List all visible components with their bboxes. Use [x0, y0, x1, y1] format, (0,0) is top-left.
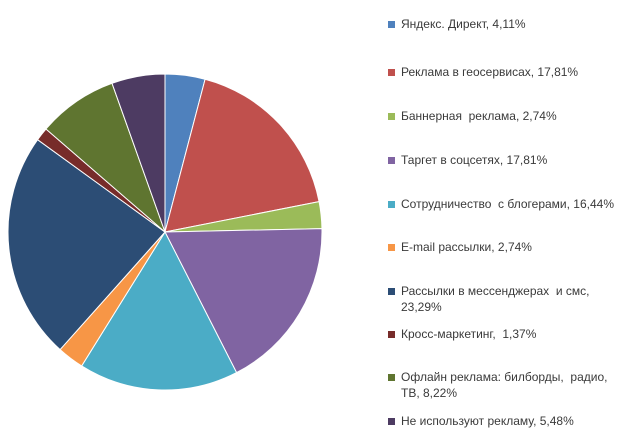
legend-label: Яндекс. Директ, 4,11%: [401, 17, 526, 31]
legend-item: Яндекс. Директ, 4,11%: [388, 16, 624, 32]
legend-item: Офлайн реклама: билборды, радио, ТВ, 8,2…: [388, 369, 624, 401]
legend-label: Офлайн реклама: билборды, радио, ТВ, 8,2…: [401, 370, 608, 400]
legend-swatch: [388, 157, 395, 164]
legend-swatch: [388, 113, 395, 120]
legend-item: Рассылки в мессенджерах и смс, 23,29%: [388, 283, 624, 315]
pie-slice-6: [7, 138, 166, 351]
legend-swatch: [388, 374, 395, 381]
pie-slice-9: [111, 73, 166, 233]
legend-swatch: [388, 69, 395, 76]
pie-slice-1: [164, 78, 320, 233]
legend-swatch: [388, 418, 395, 425]
legend-swatch: [388, 244, 395, 251]
legend-label: Не используют рекламу, 5,48%: [401, 414, 574, 428]
legend-swatch: [388, 288, 395, 295]
legend-item: Сотрудничество с блогерами, 16,44%: [388, 196, 624, 212]
legend-label: E-mail рассылки, 2,74%: [401, 240, 532, 254]
pie-chart: [7, 73, 323, 391]
legend-label: Таргет в соцсетях, 17,81%: [401, 153, 548, 167]
legend-label: Баннерная реклама, 2,74%: [401, 109, 557, 123]
legend-label: Реклама в геосервисах, 17,81%: [401, 65, 579, 79]
legend-swatch: [388, 331, 395, 338]
legend-label: Кросс-маркетинг, 1,37%: [401, 327, 537, 341]
pie-slice-4: [80, 230, 238, 391]
legend-label: Рассылки в мессенджерах и смс, 23,29%: [401, 284, 590, 314]
legend-swatch: [388, 201, 395, 208]
legend-label: Сотрудничество с блогерами, 16,44%: [401, 197, 614, 211]
legend-item: Таргет в соцсетях, 17,81%: [388, 152, 624, 168]
legend-item: Не используют рекламу, 5,48%: [388, 413, 624, 429]
legend-item: Кросс-маркетинг, 1,37%: [388, 326, 624, 342]
legend-item: Реклама в геосервисах, 17,81%: [388, 64, 624, 80]
legend-swatch: [388, 21, 395, 28]
legend-item: Баннерная реклама, 2,74%: [388, 108, 624, 124]
legend-item: E-mail рассылки, 2,74%: [388, 239, 624, 255]
pie-slice-3: [164, 228, 323, 374]
